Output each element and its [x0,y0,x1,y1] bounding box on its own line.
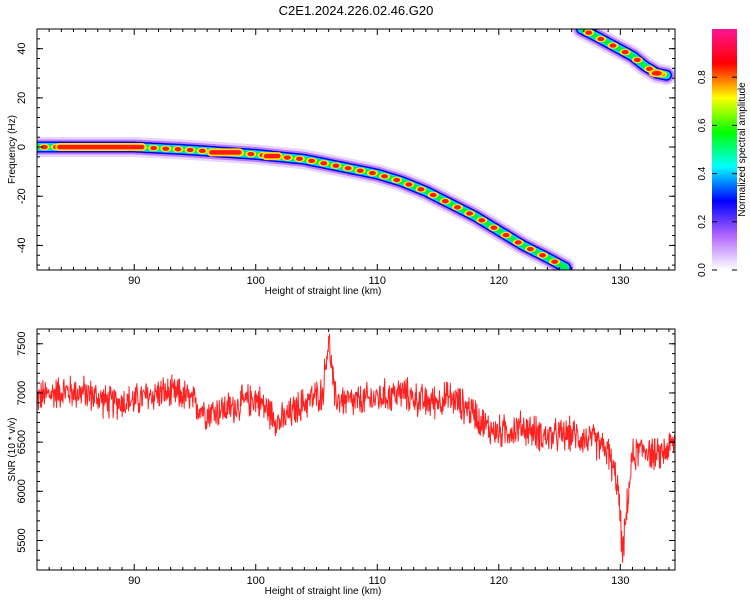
bottom-xlabel: Height of straight line (km) [265,586,382,597]
bottom-xtick-label: 100 [247,575,265,587]
track-strong-core [209,150,242,155]
track-bead [356,168,364,173]
track-bead [368,170,376,176]
snr-panel: 90 100 110 120 130 5500 6000 6500 7000 7500 Height… [7,328,676,597]
track-bead [441,198,449,204]
track-strong-core [57,144,145,150]
bottom-ytick-label: 5500 [16,528,28,552]
track-bead [393,177,401,183]
colorbar: 0.0 0.2 0.4 0.6 0.8 Normalized spectral ampli… [697,29,748,277]
bottom-frame [36,328,676,571]
colorbar-tick-label: 0.8 [697,70,708,84]
track-bead [621,49,629,55]
track-bead [381,174,389,179]
track-bead [332,163,340,168]
track-bead [539,253,547,258]
track-bead [150,145,158,151]
bottom-ylabel: SNR (10 * v/v) [7,418,18,482]
bottom-ytick-label: 6500 [16,430,28,454]
track-bead [295,156,303,162]
track-bead [40,144,48,150]
track-bead [198,148,206,154]
top-ylabel: Frequency (Hz) [7,115,18,184]
bottom-ytick-label: 7500 [16,332,28,356]
bottom-xtick-label: 130 [611,575,629,587]
track-bead [320,161,328,166]
snr-plot-area [37,333,675,563]
track-bead [308,158,316,164]
colorbar-gradient [712,29,737,270]
track2-strong-core [651,70,662,76]
top-xtick-label: 120 [490,275,508,287]
top-ytick-label: -20 [16,188,28,204]
top-xlabel: Height of straight line (km) [265,286,382,297]
top-xtick-label: 130 [611,275,629,287]
colorbar-tick-label: 0.4 [697,166,708,180]
top-xtick-label: 90 [128,275,140,287]
top-frame [36,28,676,271]
track-bead [344,165,352,171]
bottom-xtick-label: 120 [490,575,508,587]
colorbar-label: Normalized spectral amplitude [737,82,748,217]
colorbar-tick-label: 0.0 [697,263,708,277]
bottom-xtick-label: 110 [368,575,386,587]
spectrogram-plot-area [37,29,675,270]
track-bead [162,146,170,151]
track-bead [478,218,486,223]
top-ytick-label: 40 [16,43,28,55]
colorbar-tick-label: 0.6 [697,118,708,132]
track-strong-core [263,153,281,159]
track-bead [174,147,182,152]
track-bead [502,232,510,238]
track-bead [186,147,194,153]
track-0-layer-1 [37,139,574,270]
bottom-ytick-label: 7000 [16,381,28,405]
bottom-xtick-label: 90 [128,575,140,587]
track-bead [526,246,534,252]
top-ytick-label: 0 [16,144,28,150]
track-bead [466,211,474,216]
track-bead [633,57,641,63]
top-xtick-label: 110 [368,275,386,287]
track-bead [645,66,653,72]
snr-series-line [37,333,675,563]
top-ytick-label: -40 [16,237,28,253]
bottom-ytick-label: 6000 [16,479,28,503]
track-bead [514,240,522,245]
spectrogram-panel: 90 100 110 120 130 -40 -20 0 20 40 Height of strai… [7,28,676,297]
track-bead [283,155,291,160]
track-bead [597,36,605,42]
track-bead [247,151,255,157]
track-bead [405,182,413,187]
top-xtick-label: 100 [247,275,265,287]
track-bead [585,30,593,35]
colorbar-tick-label: 0.2 [697,214,708,228]
track-bead [417,187,425,192]
track-bead [453,205,461,210]
track-bead [609,43,617,48]
top-ytick-label: 20 [16,92,28,104]
track-bead [429,192,437,198]
track-bead [490,225,498,230]
track-bead [551,259,559,264]
figure-title: C2E1.2024.226.02.46.G20 [278,3,434,18]
